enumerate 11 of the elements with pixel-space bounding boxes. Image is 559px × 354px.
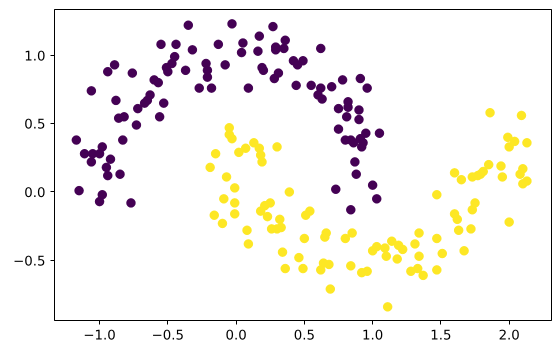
y-tick-label: −0.5 — [13, 254, 46, 270]
y-tick-label: 0.0 — [24, 186, 46, 201]
x-tick-label: −0.5 — [152, 328, 184, 344]
x-tick-label: 1.5 — [430, 328, 452, 344]
x-tick-label: 0.5 — [294, 328, 315, 344]
x-tick-label: 0.0 — [226, 328, 247, 344]
x-tick-label: 2.0 — [498, 328, 520, 344]
y-tick-label: 0.5 — [24, 118, 46, 133]
y-tick-label: 1.0 — [24, 49, 46, 64]
x-tick-label: 1.0 — [362, 328, 384, 344]
x-tick-label: −1.0 — [83, 328, 116, 344]
